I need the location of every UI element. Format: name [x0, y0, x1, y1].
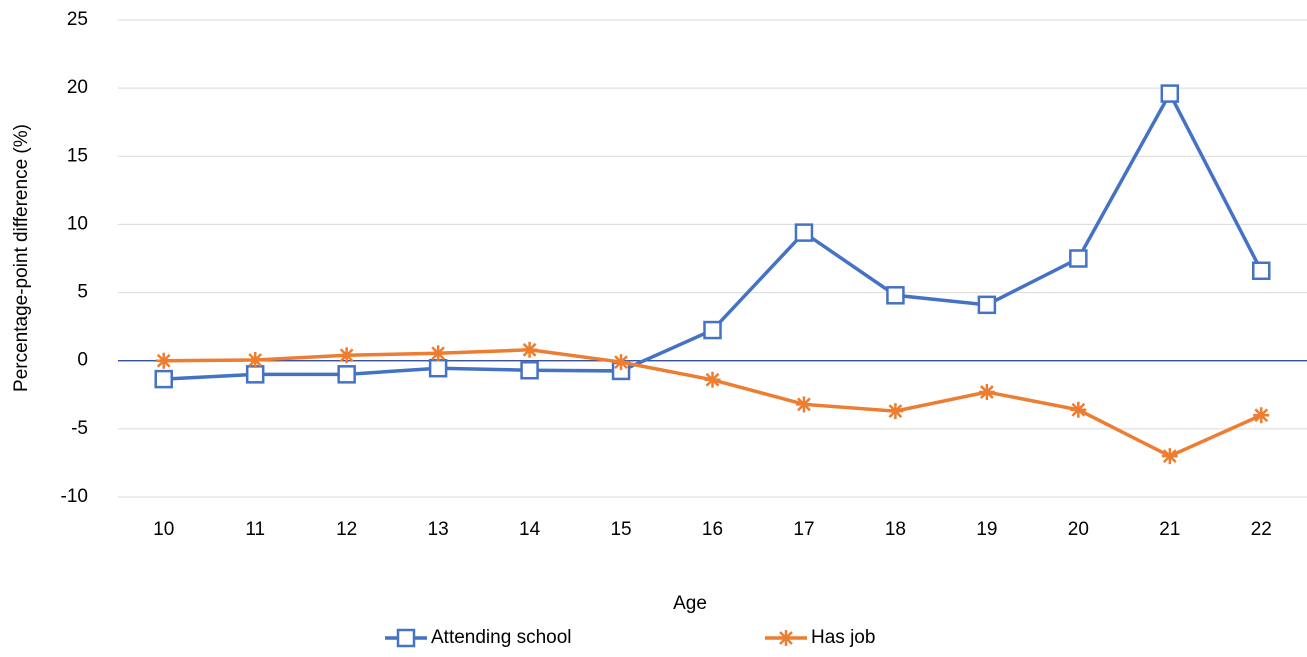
marker [794, 223, 814, 242]
marker [1160, 84, 1180, 103]
marker [396, 628, 416, 648]
marker [338, 347, 355, 364]
x-tick-label: 10 [153, 519, 174, 540]
x-tick-label: 14 [519, 519, 541, 540]
y-tick-label: -10 [61, 486, 88, 507]
marker [337, 365, 356, 384]
x-tick-label: 22 [1251, 519, 1272, 540]
marker [521, 341, 538, 358]
x-tick-label: 17 [793, 519, 814, 540]
marker [247, 352, 264, 369]
marker [1252, 261, 1271, 281]
marker [704, 371, 721, 388]
marker [428, 358, 448, 378]
marker [703, 320, 722, 340]
x-tick-label: 12 [336, 519, 357, 540]
x-tick-label: 19 [976, 519, 997, 540]
x-tick-label: 15 [610, 519, 631, 540]
marker [887, 403, 904, 420]
y-tick-label: 10 [67, 213, 88, 234]
x-tick-label: 18 [885, 519, 906, 540]
y-axis-label: Percentage-point difference (%) [11, 124, 32, 392]
legend-label: Has job [811, 627, 875, 648]
x-tick-label: 13 [428, 519, 449, 540]
line [163, 348, 1262, 459]
x-tick-label: 21 [1159, 519, 1180, 540]
marker [778, 630, 794, 646]
y-tick-label: 5 [77, 282, 88, 303]
marker [1161, 448, 1178, 465]
marker [520, 361, 539, 380]
marker [978, 384, 995, 401]
marker [1069, 249, 1088, 268]
marker [795, 396, 812, 413]
x-tick-label: 16 [702, 519, 723, 540]
x-axis-label: Age [673, 593, 707, 614]
marker [1253, 407, 1270, 424]
marker [613, 354, 630, 371]
y-tick-label: -5 [71, 418, 88, 439]
y-tick-label: 25 [67, 9, 88, 30]
x-tick-label: 11 [245, 519, 265, 540]
marker [430, 345, 447, 362]
marker [155, 352, 172, 369]
y-tick-label: 20 [67, 77, 88, 98]
x-tick-label: 20 [1068, 519, 1089, 540]
y-tick-label: 0 [77, 350, 88, 371]
marker [245, 365, 265, 384]
y-tick-label: 15 [67, 145, 88, 166]
legend-label: Attending school [431, 627, 572, 648]
marker [154, 369, 173, 389]
marker [886, 286, 905, 305]
marker [1070, 401, 1087, 418]
marker [977, 295, 997, 315]
